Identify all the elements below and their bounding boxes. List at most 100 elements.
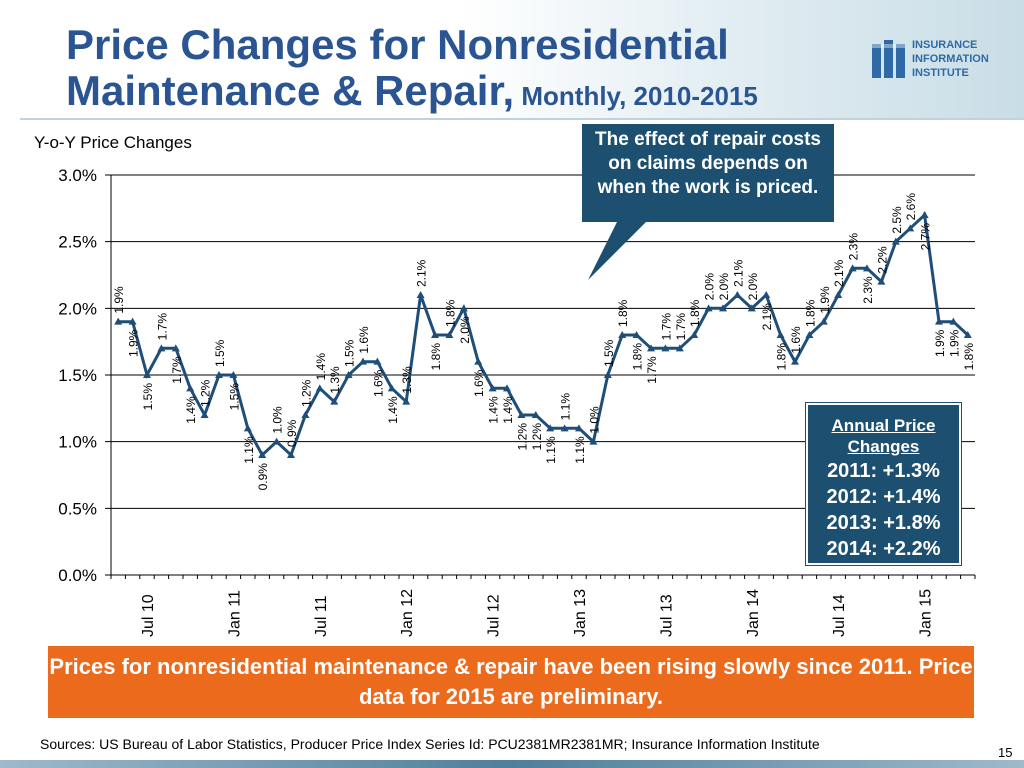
data-point (459, 304, 468, 312)
data-point (143, 371, 151, 378)
data-point (344, 371, 353, 378)
data-label: 1.9% (933, 329, 947, 357)
sources-note: Sources: US Bureau of Labor Statistics, … (40, 736, 820, 752)
title-line-2-main: Maintenance & Repair, (66, 67, 515, 114)
x-tick-label: Jan 11 (226, 590, 243, 637)
data-point (359, 357, 367, 365)
data-point (906, 224, 915, 232)
data-label: 1.9% (112, 286, 126, 314)
y-tick-label: 1.0% (58, 433, 97, 452)
data-label: 1.5% (602, 339, 616, 367)
data-label: 1.8% (775, 343, 789, 371)
data-label: 2.5% (890, 206, 904, 234)
data-label: 1.8% (631, 343, 645, 371)
data-point (373, 357, 382, 365)
data-point (690, 331, 699, 338)
data-label: 1.6% (472, 369, 486, 397)
y-tick-label: 1.5% (58, 366, 97, 385)
data-point (747, 304, 756, 312)
logo-line-1: INSURANCE (912, 39, 978, 51)
data-point (560, 424, 569, 432)
data-point (431, 331, 439, 338)
y-tick-label: 2.5% (58, 233, 97, 252)
data-point (128, 317, 137, 325)
data-label: 2.1% (760, 303, 774, 331)
data-label: 2.7% (919, 223, 933, 251)
x-tick-label: Jan 15 (918, 589, 935, 637)
data-point (762, 291, 771, 298)
callout-pointer (588, 220, 648, 280)
data-label: 1.6% (789, 326, 803, 354)
title-line-1: Price Changes for Nonresidential (66, 21, 729, 68)
data-label: 1.3% (400, 366, 414, 394)
data-label: 1.7% (674, 313, 688, 341)
data-label: 1.4% (314, 353, 328, 381)
data-label: 1.8% (616, 299, 630, 327)
data-point (848, 264, 857, 272)
x-tick-label: Jul 14 (831, 594, 848, 637)
annual-row-2011: 2011: +1.3% (827, 460, 940, 482)
y-tick-label: 0.5% (58, 499, 97, 518)
data-point (675, 344, 684, 352)
data-label: 2.2% (875, 246, 889, 274)
data-point (575, 424, 583, 432)
data-label: 1.9% (818, 286, 832, 314)
data-point (589, 437, 598, 445)
footer-bar (0, 760, 1024, 768)
data-label: 0.9% (285, 419, 299, 447)
title-subtitle: Monthly, 2010-2015 (514, 81, 758, 111)
data-label: 2.1% (415, 259, 429, 287)
data-label: 1.8% (962, 343, 976, 371)
annual-row-2012: 2012: +1.4% (826, 486, 941, 508)
y-axis-title: Y-o-Y Price Changes (34, 133, 192, 152)
data-label: 1.6% (371, 369, 385, 397)
data-label: 1.2% (299, 379, 313, 407)
data-label: 1.2% (530, 423, 544, 451)
header-divider (20, 118, 1024, 120)
data-label: 1.1% (559, 393, 573, 421)
data-label: 1.2% (199, 379, 213, 407)
data-point (387, 384, 396, 392)
logo-text: INSURANCE INFORMATION INSTITUTE (912, 38, 989, 80)
data-label: 2.6% (904, 193, 918, 221)
x-tick-label: Jan 12 (399, 589, 416, 637)
data-point (315, 384, 324, 392)
data-point (157, 344, 166, 352)
page-title: Price Changes for Nonresidential Mainten… (66, 22, 758, 119)
data-point (186, 384, 195, 392)
data-point (618, 331, 627, 338)
x-tick-label: Jul 10 (140, 594, 157, 637)
data-label: 1.9% (947, 329, 961, 357)
data-label: 1.1% (544, 436, 558, 464)
data-point (330, 397, 339, 405)
title-line-2: Maintenance & Repair, Monthly, 2010-2015 (66, 68, 758, 119)
data-label: 1.8% (688, 299, 702, 327)
data-label: 1.8% (429, 343, 443, 371)
annual-row-2014: 2014: +2.2% (826, 538, 941, 560)
data-label: 1.8% (443, 299, 457, 327)
data-label: 1.7% (155, 313, 169, 341)
data-point (647, 344, 655, 352)
data-label: 0.9% (256, 463, 270, 491)
data-point (215, 371, 223, 378)
x-tick-label: Jan 13 (572, 589, 589, 637)
iii-logo: INSURANCE INFORMATION INSTITUTE (872, 38, 1012, 88)
data-point (704, 304, 713, 312)
data-label: 1.5% (213, 339, 227, 367)
data-point (243, 424, 252, 432)
data-point (114, 317, 123, 325)
annual-price-changes-box: Annual Price Changes 2011: +1.3% 2012: +… (805, 402, 962, 566)
annual-row-2013: 2013: +1.8% (826, 512, 941, 534)
series-line (118, 211, 969, 458)
data-point (445, 331, 454, 338)
x-tick-label: Jul 13 (658, 594, 675, 637)
data-label: 1.1% (242, 436, 256, 464)
callout-box: The effect of repair costs on claims dep… (582, 124, 834, 222)
data-label: 1.4% (386, 396, 400, 424)
data-point (632, 331, 641, 338)
data-point (200, 411, 209, 418)
data-point (834, 291, 843, 298)
data-point (474, 357, 483, 365)
y-tick-label: 0.0% (58, 566, 97, 585)
data-label: 1.6% (357, 326, 371, 354)
